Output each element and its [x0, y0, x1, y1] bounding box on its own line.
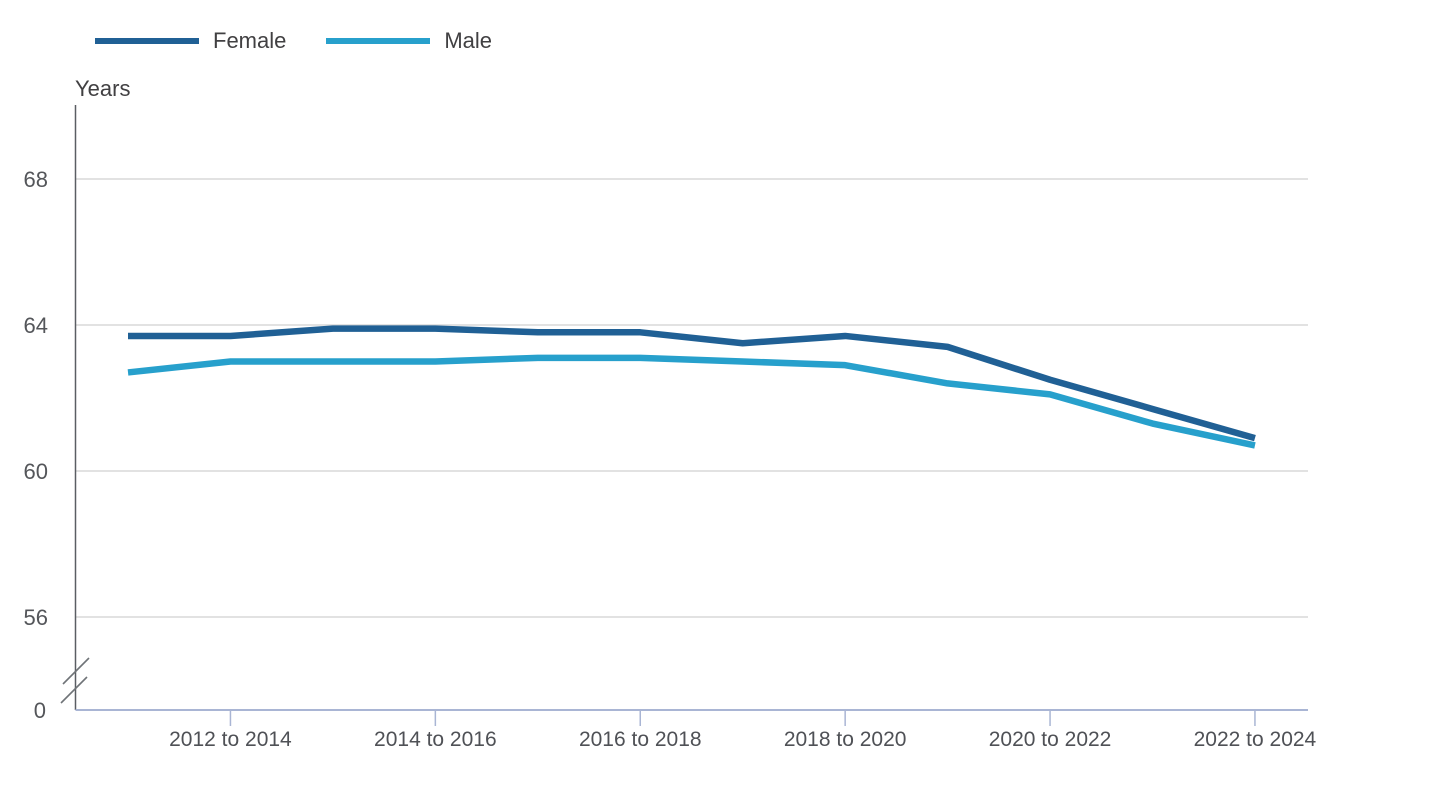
x-tick-label: 2020 to 2022 — [989, 728, 1112, 751]
axis-break-slash-1 — [62, 657, 90, 685]
x-tick-label: 2016 to 2018 — [579, 728, 702, 751]
y-tick-label-64: 64 — [24, 313, 48, 338]
y-tick-label-0: 0 — [34, 698, 46, 723]
female-line-swatch — [95, 38, 199, 44]
legend-item-female: Female — [95, 30, 286, 52]
y-tick-label-60: 60 — [24, 459, 48, 484]
x-tick-label: 2012 to 2014 — [169, 728, 292, 751]
legend-item-male: Male — [326, 30, 492, 52]
x-tick-label: 2022 to 2024 — [1194, 728, 1317, 751]
legend-label-male: Male — [444, 28, 493, 53]
female-line — [128, 325, 1256, 442]
y-tick-label-56: 56 — [24, 605, 48, 630]
male-line-swatch — [326, 38, 431, 44]
chart-legend: Female Male — [95, 30, 492, 52]
axis-break-slash-2 — [60, 676, 88, 704]
y-tick-label-68: 68 — [24, 167, 48, 192]
male-line — [127, 354, 1256, 449]
x-tick-label: 2018 to 2020 — [784, 728, 907, 751]
legend-label-female: Female — [213, 28, 287, 53]
y-axis-title: Years — [75, 76, 131, 101]
x-tick-label: 2014 to 2016 — [374, 728, 497, 751]
